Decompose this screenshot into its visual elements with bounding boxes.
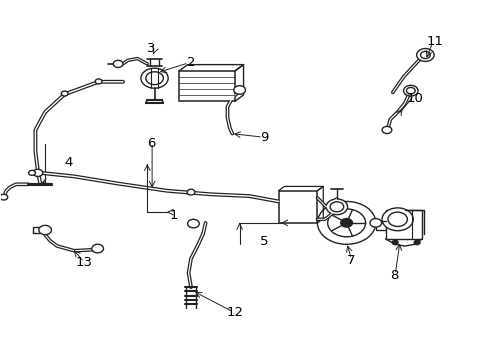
Text: 8: 8 bbox=[389, 269, 398, 282]
Circle shape bbox=[61, 91, 68, 96]
Circle shape bbox=[329, 202, 343, 212]
Circle shape bbox=[369, 219, 381, 227]
Circle shape bbox=[381, 208, 412, 231]
Circle shape bbox=[0, 194, 8, 200]
Circle shape bbox=[325, 199, 347, 215]
Circle shape bbox=[39, 225, 51, 235]
Text: 10: 10 bbox=[406, 92, 422, 105]
Circle shape bbox=[233, 86, 245, 94]
Text: 2: 2 bbox=[186, 56, 195, 69]
Text: 13: 13 bbox=[75, 256, 92, 269]
Circle shape bbox=[327, 209, 365, 237]
Circle shape bbox=[113, 60, 122, 67]
Text: 3: 3 bbox=[146, 42, 155, 55]
Circle shape bbox=[406, 87, 414, 94]
Bar bbox=[278, 191, 317, 223]
Circle shape bbox=[29, 170, 35, 175]
Bar bbox=[385, 210, 421, 239]
Circle shape bbox=[187, 219, 199, 228]
Text: 5: 5 bbox=[259, 235, 267, 248]
Circle shape bbox=[317, 202, 375, 244]
Circle shape bbox=[145, 72, 163, 85]
Text: 4: 4 bbox=[64, 156, 73, 169]
Circle shape bbox=[420, 51, 429, 59]
Text: 9: 9 bbox=[259, 131, 267, 144]
Circle shape bbox=[141, 68, 168, 88]
Circle shape bbox=[95, 79, 102, 84]
Text: 6: 6 bbox=[147, 137, 155, 150]
Circle shape bbox=[381, 126, 391, 134]
Text: 7: 7 bbox=[346, 253, 355, 266]
Circle shape bbox=[416, 49, 433, 62]
Circle shape bbox=[387, 212, 407, 226]
Circle shape bbox=[187, 189, 195, 195]
Circle shape bbox=[92, 244, 103, 253]
Text: 1: 1 bbox=[169, 209, 178, 222]
Circle shape bbox=[33, 169, 42, 176]
Circle shape bbox=[391, 240, 397, 245]
Circle shape bbox=[340, 219, 352, 227]
Circle shape bbox=[413, 240, 419, 245]
Circle shape bbox=[403, 85, 417, 96]
Text: 12: 12 bbox=[226, 306, 243, 319]
Bar bbox=[179, 71, 234, 102]
Text: 11: 11 bbox=[426, 35, 443, 48]
